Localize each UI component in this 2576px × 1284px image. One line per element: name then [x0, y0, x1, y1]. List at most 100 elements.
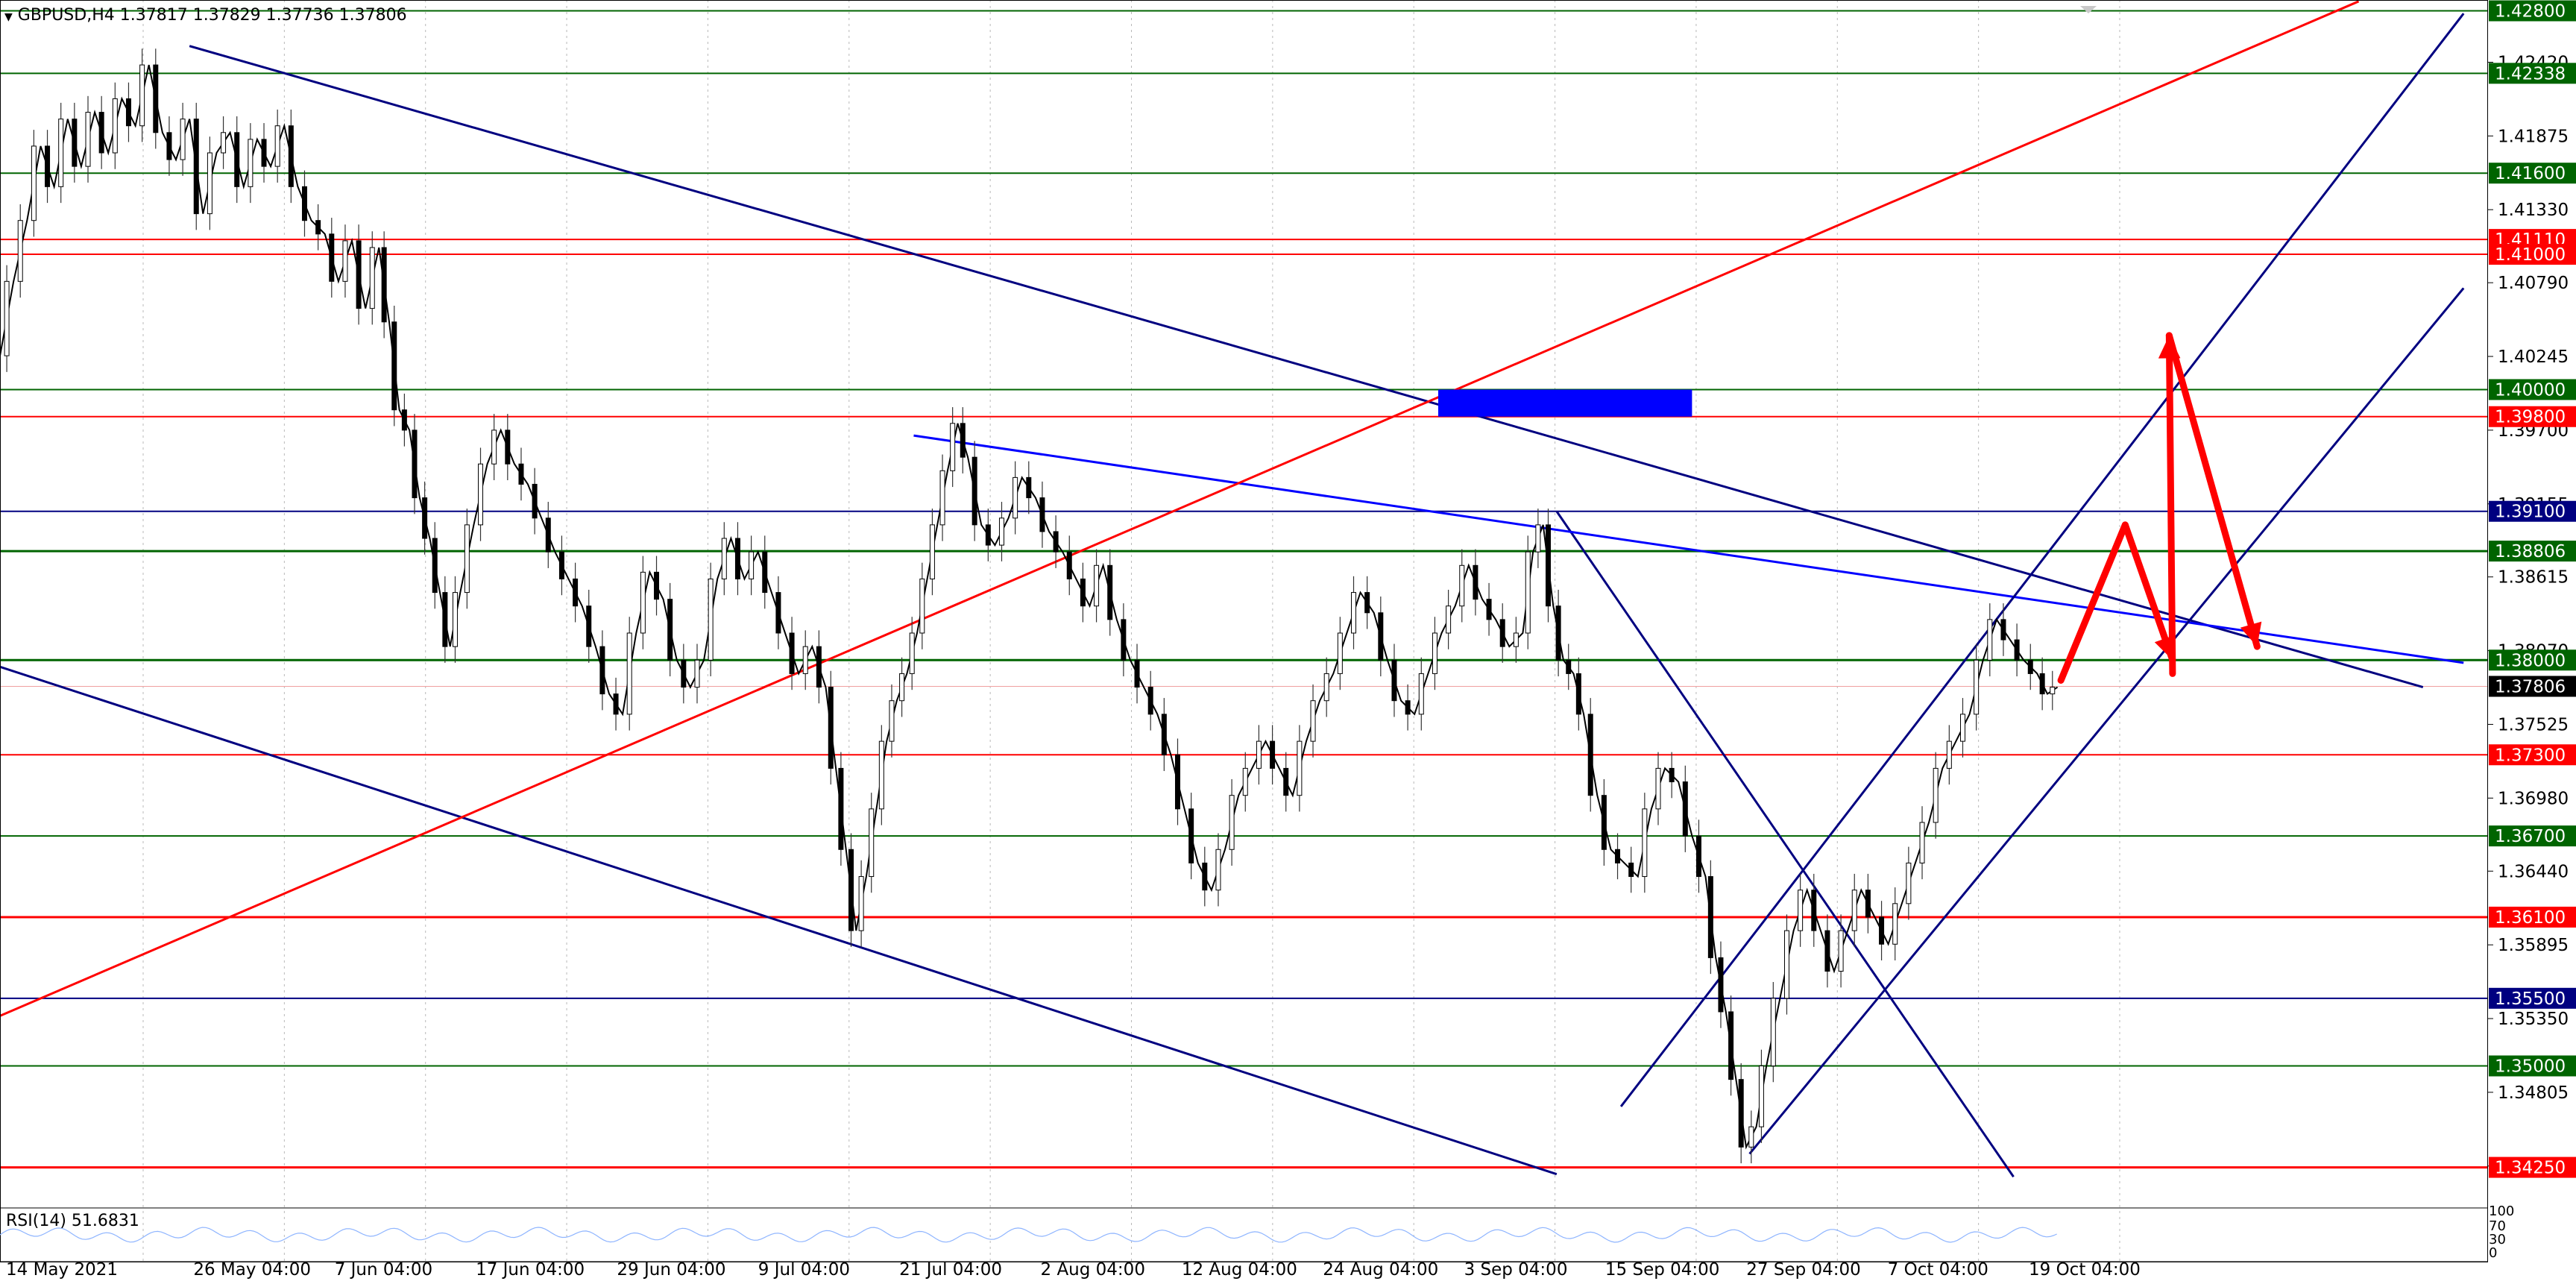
candle-body [112, 98, 118, 154]
chart-frame [0, 0, 2488, 1262]
supply-zone [1437, 389, 1692, 417]
candle-body [960, 423, 966, 458]
forecast-arrowhead [2240, 621, 2262, 647]
price-tick-label: 1.40245 [2498, 347, 2569, 367]
time-tick-label: 17 Jun 04:00 [476, 1260, 585, 1280]
candle-body [1798, 890, 1804, 931]
candle-body [667, 599, 673, 661]
candle-body [442, 592, 448, 647]
candle-body [939, 470, 945, 526]
candle-body [369, 247, 375, 309]
price-level-value: 1.40000 [2495, 380, 2566, 400]
candle-body [1838, 930, 1844, 972]
candle-body [315, 220, 321, 235]
symbol-label: GBPUSD,H4 [17, 6, 115, 25]
price-level-value: 1.36100 [2495, 908, 2566, 928]
price-line [0, 64, 2059, 1150]
price-level-value: 1.37300 [2495, 746, 2566, 765]
time-axis: 14 May 2021 26 May 04:00 7 Jun 04:00 17 Jun… [6, 1260, 2141, 1280]
candle-body [17, 220, 23, 282]
price-level-value: 1.35500 [2495, 989, 2566, 1009]
price-level-value: 1.38806 [2495, 542, 2566, 561]
candle-body [1080, 578, 1086, 607]
time-tick-label: 26 May 04:00 [193, 1260, 311, 1280]
candle-body [248, 139, 253, 187]
candle-body [1933, 767, 1939, 823]
price-level-box [2489, 744, 2576, 766]
candle-body [193, 119, 199, 215]
price-level-lines [0, 10, 2487, 1169]
candle-body [789, 632, 795, 674]
candle-body [505, 429, 511, 465]
price-level-box [2489, 825, 2576, 847]
candle-body [1824, 930, 1830, 972]
forecast-arrowhead [2154, 635, 2176, 661]
trendline [0, 0, 2360, 1017]
trendline [1748, 287, 2465, 1155]
chart-header: ▼ GBPUSD,H4 1.37817 1.37829 1.37736 1.37… [4, 6, 407, 25]
time-tick-label: 3 Sep 04:00 [1464, 1260, 1568, 1280]
time-tick-label: 24 Aug 04:00 [1323, 1260, 1438, 1280]
ohlc-values: 1.37817 1.37829 1.37736 1.37806 [119, 6, 407, 25]
price-tick-label: 1.34805 [2498, 1083, 2569, 1103]
candle-body [342, 240, 348, 282]
price-tick-label: 1.35895 [2498, 936, 2569, 955]
candle-body [1147, 687, 1153, 715]
candle-body [889, 700, 895, 742]
time-tick-label: 12 Aug 04:00 [1182, 1260, 1297, 1280]
trendline [0, 665, 1558, 1176]
price-tick-label: 1.36440 [2498, 862, 2569, 881]
candle-body [85, 112, 91, 167]
candle-body [971, 456, 977, 526]
time-tick-label: 15 Sep 04:00 [1605, 1260, 1720, 1280]
candle-body [2050, 687, 2056, 695]
candle-body [1728, 1011, 1734, 1080]
candle-body [1748, 1126, 1754, 1148]
price-level-box [2489, 0, 2576, 22]
candle-body [356, 240, 362, 309]
candle-body [452, 592, 458, 647]
trendlines [0, 0, 2465, 1178]
trendline [189, 45, 2424, 689]
candle-body [708, 578, 714, 661]
candle-body [545, 517, 551, 553]
candle-body [1946, 740, 1952, 769]
candle-body [464, 524, 470, 594]
rsi-level-label: 30 [2489, 1232, 2506, 1247]
rsi-level-label: 70 [2489, 1218, 2506, 1234]
candle-body [985, 524, 991, 546]
candle-body [221, 132, 227, 154]
scroll-marker-icon[interactable] [2080, 6, 2097, 13]
candle-body [1378, 612, 1384, 661]
candle-body [640, 571, 646, 634]
price-level-box [2489, 163, 2576, 184]
candle-body [613, 693, 619, 715]
grid [142, 0, 2120, 1262]
candle-body [1121, 619, 1127, 661]
collapse-triangle-icon[interactable]: ▼ [4, 11, 13, 23]
rsi-line [0, 1227, 2057, 1243]
candle-body [1229, 795, 1235, 850]
candle-body [1215, 849, 1221, 891]
price-tick-label: 1.37525 [2498, 715, 2569, 734]
candle-body [2039, 673, 2045, 695]
candle-body [1758, 1066, 1764, 1127]
candle-body [412, 429, 418, 499]
candle-body [899, 673, 905, 702]
price-level-box [2489, 500, 2576, 522]
candle-body [626, 632, 632, 715]
candle-body [1026, 476, 1032, 499]
candle-body [1718, 957, 1724, 1013]
candle-body [207, 152, 212, 215]
candle-body [4, 280, 10, 356]
candle-body [1655, 767, 1661, 810]
candle-body [848, 849, 854, 931]
candle-body [950, 423, 956, 471]
candle-body [491, 429, 497, 465]
rsi-label: RSI(14) 51.6831 [6, 1212, 139, 1230]
candle-body [1851, 890, 1857, 931]
price-level-box [2489, 379, 2576, 400]
